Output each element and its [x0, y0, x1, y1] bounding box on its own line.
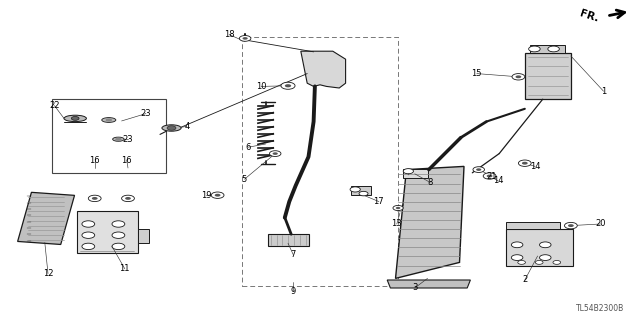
Polygon shape: [301, 51, 346, 88]
Text: 14: 14: [493, 176, 503, 185]
Text: 1: 1: [601, 87, 606, 96]
Text: 11: 11: [120, 264, 130, 273]
Text: 18: 18: [224, 30, 234, 39]
Circle shape: [239, 36, 251, 41]
Circle shape: [350, 187, 360, 192]
Text: 16: 16: [90, 156, 100, 164]
Circle shape: [273, 152, 278, 155]
Text: 3: 3: [412, 284, 417, 292]
Bar: [18, 192, 74, 244]
Bar: [530, 45, 565, 53]
Circle shape: [115, 138, 122, 141]
Text: 12: 12: [43, 269, 53, 278]
Circle shape: [211, 192, 224, 198]
Circle shape: [359, 191, 368, 196]
Polygon shape: [351, 186, 371, 195]
Bar: [506, 229, 573, 266]
Bar: [77, 211, 138, 253]
Circle shape: [82, 221, 95, 227]
Circle shape: [396, 207, 401, 209]
Text: 22: 22: [49, 101, 60, 110]
Circle shape: [516, 76, 522, 78]
Circle shape: [529, 46, 540, 52]
Circle shape: [568, 224, 574, 227]
Text: 17: 17: [374, 197, 384, 206]
Text: 19: 19: [201, 191, 211, 200]
Circle shape: [548, 46, 559, 52]
Circle shape: [285, 84, 291, 87]
Circle shape: [72, 116, 79, 120]
Circle shape: [215, 194, 220, 196]
Circle shape: [122, 195, 134, 202]
Circle shape: [269, 151, 281, 156]
Circle shape: [511, 255, 523, 260]
Ellipse shape: [102, 118, 116, 123]
Circle shape: [522, 162, 527, 164]
Text: 7: 7: [291, 250, 296, 259]
Text: 23: 23: [141, 109, 151, 118]
Circle shape: [281, 82, 295, 89]
Bar: [268, 234, 309, 246]
Circle shape: [106, 118, 112, 122]
Ellipse shape: [113, 137, 124, 141]
Text: 16: 16: [122, 156, 132, 164]
Circle shape: [92, 197, 97, 200]
Text: TL54B2300B: TL54B2300B: [576, 304, 624, 313]
Circle shape: [553, 260, 561, 264]
Ellipse shape: [64, 115, 86, 122]
Text: 4: 4: [184, 122, 189, 131]
Circle shape: [540, 255, 551, 260]
Circle shape: [512, 74, 525, 80]
Text: 10: 10: [256, 82, 266, 91]
Circle shape: [403, 169, 413, 174]
Text: 9: 9: [291, 287, 296, 296]
Bar: [506, 222, 560, 229]
Polygon shape: [396, 166, 464, 278]
Circle shape: [535, 260, 543, 264]
Text: 2: 2: [522, 276, 527, 284]
Circle shape: [564, 222, 577, 229]
Circle shape: [112, 243, 125, 250]
Text: 6: 6: [246, 143, 251, 152]
Text: FR.: FR.: [579, 8, 600, 24]
Bar: [52, 99, 166, 173]
Bar: [242, 37, 398, 286]
Circle shape: [167, 126, 176, 130]
Text: 5: 5: [242, 175, 247, 184]
Circle shape: [483, 173, 496, 179]
Circle shape: [125, 197, 131, 200]
Circle shape: [112, 221, 125, 227]
Text: 14: 14: [530, 162, 540, 171]
Circle shape: [540, 242, 551, 248]
Text: 21: 21: [486, 172, 497, 180]
Circle shape: [243, 37, 248, 40]
Text: 8: 8: [428, 178, 433, 187]
Text: 13: 13: [392, 220, 402, 228]
Polygon shape: [387, 280, 470, 288]
Text: 20: 20: [595, 220, 605, 228]
Bar: [403, 169, 428, 178]
Text: 15: 15: [472, 69, 482, 78]
Bar: [525, 53, 571, 99]
Text: 23: 23: [123, 135, 133, 144]
Circle shape: [473, 167, 484, 172]
Circle shape: [518, 160, 531, 166]
Circle shape: [518, 260, 525, 264]
Circle shape: [476, 168, 481, 171]
Circle shape: [82, 232, 95, 238]
Circle shape: [88, 195, 101, 202]
Circle shape: [393, 205, 403, 211]
Circle shape: [82, 243, 95, 250]
Circle shape: [511, 242, 523, 248]
Circle shape: [487, 175, 493, 177]
Circle shape: [112, 232, 125, 238]
Bar: [138, 229, 149, 243]
Ellipse shape: [162, 125, 181, 131]
